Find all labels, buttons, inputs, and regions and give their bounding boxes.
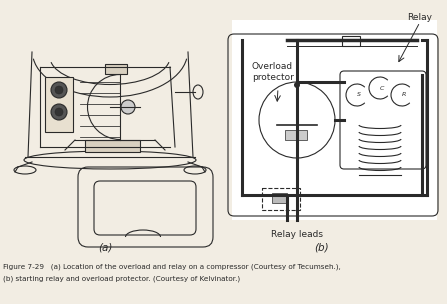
- Circle shape: [121, 100, 135, 114]
- Bar: [45, 77, 73, 132]
- Text: Relay leads: Relay leads: [271, 230, 323, 239]
- Bar: [262, 188, 300, 210]
- Bar: [232, 20, 437, 220]
- Text: R: R: [402, 92, 406, 98]
- Text: C: C: [380, 85, 384, 91]
- Text: S: S: [357, 92, 361, 98]
- Text: (b): (b): [315, 243, 329, 253]
- Bar: [272, 193, 287, 203]
- Bar: [342, 36, 360, 46]
- Text: (b) starting relay and overload protector. (Courtesy of Kelvinator.): (b) starting relay and overload protecto…: [3, 275, 240, 282]
- Circle shape: [259, 82, 335, 158]
- Bar: [105, 64, 127, 74]
- Circle shape: [55, 86, 63, 94]
- Circle shape: [51, 82, 67, 98]
- Text: Overload
protector: Overload protector: [252, 62, 294, 82]
- Text: (a): (a): [98, 243, 112, 253]
- Circle shape: [55, 108, 63, 116]
- Bar: [285, 130, 307, 140]
- Text: Figure 7-29   (a) Location of the overload and relay on a compressor (Courtesy o: Figure 7-29 (a) Location of the overload…: [3, 264, 341, 271]
- Bar: [85, 140, 140, 152]
- Circle shape: [294, 82, 300, 88]
- Circle shape: [51, 104, 67, 120]
- Text: Relay: Relay: [407, 13, 432, 22]
